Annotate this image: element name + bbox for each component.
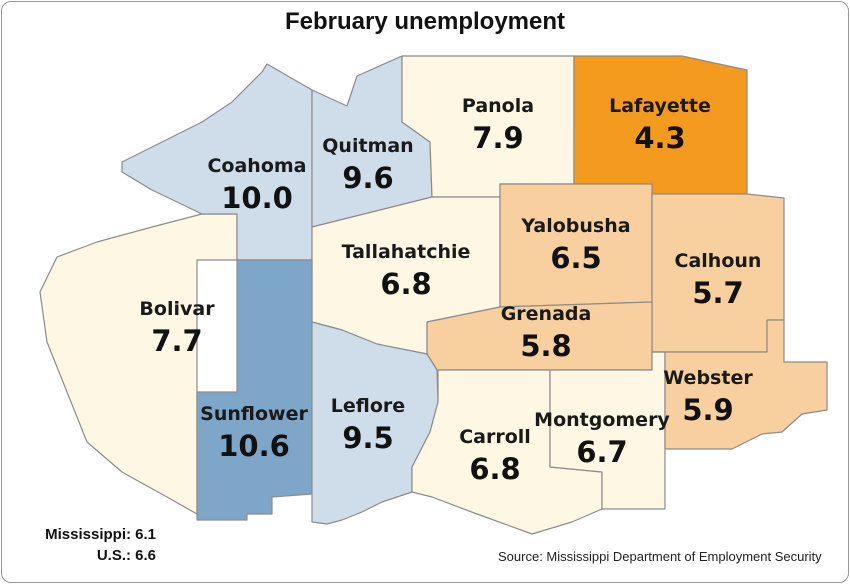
map-title: February unemployment bbox=[284, 8, 566, 35]
county-calhoun[interactable] bbox=[651, 193, 785, 353]
leflore-name: Leflore bbox=[331, 395, 405, 417]
quitman-value: 9.6 bbox=[342, 161, 393, 195]
yalobusha-name: Yalobusha bbox=[520, 215, 630, 237]
us-rate: U.S.: 6.6 bbox=[96, 547, 156, 564]
carroll-value: 6.8 bbox=[469, 452, 520, 486]
calhoun-name: Calhoun bbox=[675, 250, 762, 272]
sunflower-name: Sunflower bbox=[200, 403, 308, 425]
panola-value: 7.9 bbox=[472, 121, 523, 155]
montgomery-name: Montgomery bbox=[534, 409, 670, 431]
grenada-value: 5.8 bbox=[520, 329, 571, 363]
quitman-name: Quitman bbox=[322, 135, 413, 157]
county-webster[interactable] bbox=[651, 319, 828, 450]
panola-name: Panola bbox=[462, 95, 534, 117]
webster-value: 5.9 bbox=[682, 393, 733, 427]
carroll-name: Carroll bbox=[459, 426, 531, 448]
coahoma-name: Coahoma bbox=[207, 155, 306, 177]
tallahatchie-name: Tallahatchie bbox=[342, 241, 471, 263]
webster-name: Webster bbox=[663, 367, 753, 389]
tallahatchie-value: 6.8 bbox=[380, 267, 431, 301]
source-note: Source: Mississippi Department of Employ… bbox=[498, 549, 822, 564]
leflore-value: 9.5 bbox=[342, 421, 393, 455]
mississippi-rate: Mississippi: 6.1 bbox=[45, 526, 156, 543]
grenada-name: Grenada bbox=[501, 303, 592, 325]
sunflower-value: 10.6 bbox=[218, 429, 290, 463]
lafayette-value: 4.3 bbox=[634, 121, 685, 155]
bolivar-name: Bolivar bbox=[139, 298, 215, 320]
county-montgomery[interactable] bbox=[549, 351, 666, 510]
yalobusha-value: 6.5 bbox=[550, 241, 601, 275]
lafayette-name: Lafayette bbox=[609, 95, 711, 117]
coahoma-value: 10.0 bbox=[221, 181, 293, 215]
montgomery-value: 6.7 bbox=[576, 435, 627, 469]
calhoun-value: 5.7 bbox=[692, 276, 743, 310]
bolivar-value: 7.7 bbox=[151, 324, 202, 358]
